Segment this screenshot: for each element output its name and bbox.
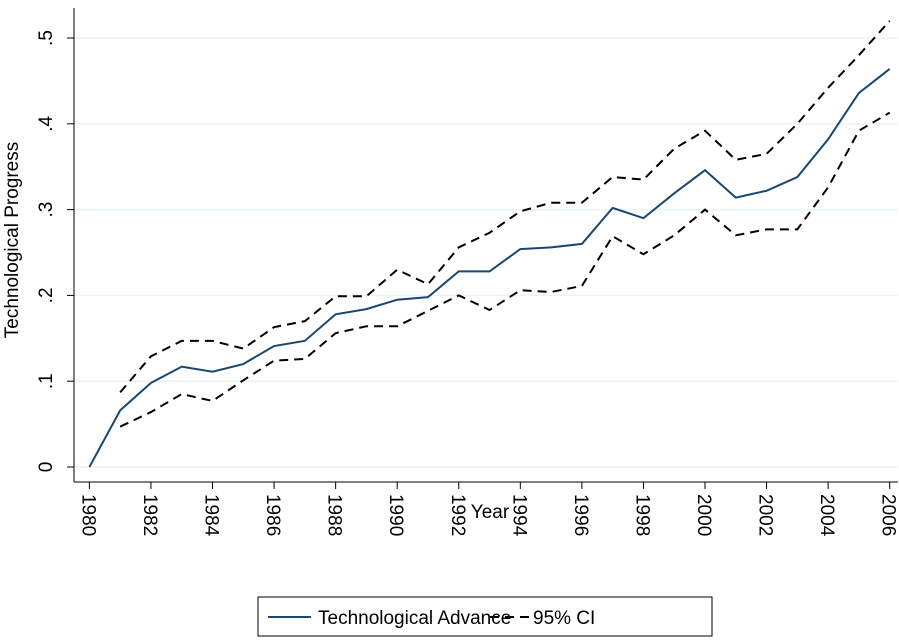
y-tick-label: .1 xyxy=(36,373,57,389)
y-tick-label: .4 xyxy=(36,115,57,131)
x-tick-label: 2000 xyxy=(693,494,714,536)
x-tick-label: 1992 xyxy=(447,494,468,536)
ci-line xyxy=(119,20,891,393)
x-tick-label: 1994 xyxy=(508,494,529,537)
x-tick-label: 1982 xyxy=(139,494,160,536)
x-tick-label: 1986 xyxy=(262,494,283,536)
y-tick-label: .2 xyxy=(36,287,57,303)
x-axis-title: Year xyxy=(471,502,510,523)
y-axis-title: Technological Progress xyxy=(2,142,23,338)
y-tick-label: .3 xyxy=(36,202,57,218)
series-line xyxy=(88,68,891,468)
y-tick-label: .5 xyxy=(36,30,57,46)
x-tick-label: 2002 xyxy=(755,494,776,536)
legend-label: 95% CI xyxy=(533,608,595,629)
x-tick-label: 2006 xyxy=(878,494,899,536)
x-tick-label: 2004 xyxy=(816,494,837,537)
x-tick-label: 1990 xyxy=(385,494,406,536)
y-tick-label: 0 xyxy=(36,462,57,473)
legend-box xyxy=(257,596,713,637)
x-tick-label: 1988 xyxy=(324,494,345,536)
x-tick-label: 1984 xyxy=(201,494,222,537)
x-tick-label: 1998 xyxy=(631,494,652,536)
x-tick-label: 1980 xyxy=(77,494,98,536)
legend-label: Technological Advance xyxy=(318,608,511,629)
ci-line xyxy=(119,111,891,428)
x-tick-label: 1996 xyxy=(570,494,591,536)
